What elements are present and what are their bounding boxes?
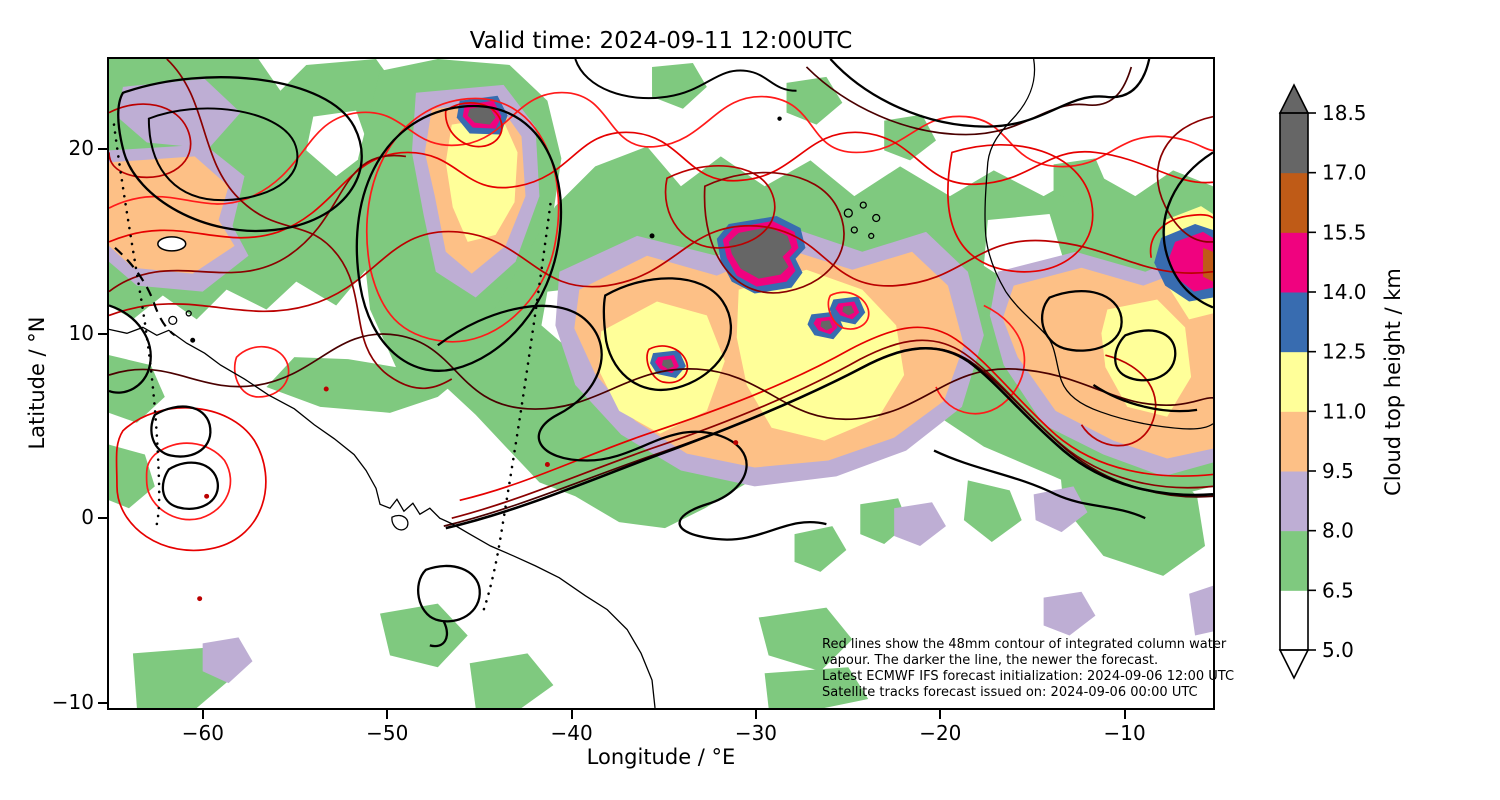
dashed-contour-segment xyxy=(114,247,176,337)
colorbar-extend-under-arrow xyxy=(1278,649,1310,680)
icwv-contours-red xyxy=(109,59,1213,552)
x-tick xyxy=(754,710,757,719)
plot-title: Valid time: 2024-09-11 12:00UTC xyxy=(469,28,853,54)
colorbar-tick-label: 15.5 xyxy=(1322,220,1367,244)
caption-line-1: Red lines show the 48mm contour of integ… xyxy=(822,637,1227,652)
colorbar-extend-over-arrow xyxy=(1278,83,1310,114)
colorbar-band-brown xyxy=(1280,172,1308,233)
colorbar-label: Cloud top height / km xyxy=(1381,268,1405,496)
cloud-map xyxy=(109,59,1213,708)
colorbar-tick-label: 14.0 xyxy=(1322,280,1367,304)
marajo-island xyxy=(391,514,409,531)
y-tick xyxy=(98,517,107,520)
x-tick xyxy=(1123,710,1126,719)
africa-coastline xyxy=(984,59,1213,430)
colorbar-band-green xyxy=(1280,530,1308,591)
caption-annotation: Red lines show the 48mm contour of integ… xyxy=(822,637,1234,700)
colorbar-tick-label: 12.5 xyxy=(1322,340,1367,364)
colorbar-band-magenta xyxy=(1280,232,1308,293)
x-tick-label: −40 xyxy=(550,721,593,745)
x-tick xyxy=(386,710,389,719)
colorbar-band-yellow xyxy=(1280,351,1308,412)
cloud-contours-black xyxy=(109,59,1213,648)
colorbar-tick-label: 17.0 xyxy=(1322,161,1367,185)
colorbar-tick-label: 9.5 xyxy=(1322,459,1354,483)
y-tick-label: −10 xyxy=(51,689,94,714)
x-tick-label: −10 xyxy=(1103,721,1146,745)
satellite-tracks xyxy=(112,123,552,617)
colorbar-bands xyxy=(1280,113,1308,651)
colorbar-band-blue xyxy=(1280,292,1308,353)
y-tick xyxy=(98,148,107,151)
caption-line-2: vapour. The darker the line, the newer t… xyxy=(822,652,1159,668)
colorbar-tick-label: 18.5 xyxy=(1322,101,1367,125)
x-tick-label: −20 xyxy=(919,721,962,745)
contour-speck-dots xyxy=(190,116,782,602)
colorbar-tick-label: 11.0 xyxy=(1322,399,1367,423)
colorbar-band-orange xyxy=(1280,411,1308,472)
caption-line-4: Satellite tracks forecast issued on: 202… xyxy=(822,684,1198,700)
colorbar: 18.5 17.0 15.5 14.0 12.5 11.0 9.5 8.0 6.5 5.0 Clo… xyxy=(1278,83,1405,680)
satellite-track-west xyxy=(112,123,161,526)
colorbar-tick-label: 6.5 xyxy=(1322,578,1354,602)
y-axis-label: Latitude / °N xyxy=(25,316,49,450)
south-america-coastline xyxy=(109,326,656,708)
coastlines xyxy=(109,59,1213,708)
colorbar-tick-label: 5.0 xyxy=(1322,638,1354,662)
x-tick-label: −30 xyxy=(734,721,778,745)
colorbar-band-grey xyxy=(1280,113,1308,174)
y-tick-label: 0 xyxy=(81,505,94,530)
cape-verde-islands xyxy=(843,201,881,240)
x-tick xyxy=(939,710,942,719)
x-tick-label: −60 xyxy=(181,721,224,745)
x-tick-label: −50 xyxy=(366,721,409,745)
colorbar-band-purple xyxy=(1280,471,1308,532)
cloud-fill-deep-cores xyxy=(157,95,1213,379)
caption-line-3: Latest ECMWF IFS forecast initialization… xyxy=(822,668,1235,684)
y-tick xyxy=(98,701,107,704)
map-plot-area: Red lines show the 48mm contour of integ… xyxy=(107,57,1234,710)
x-axis-label: Longitude / °E xyxy=(586,745,736,769)
colorbar-ticks: 18.5 17.0 15.5 14.0 12.5 11.0 9.5 8.0 6.5 5.0 xyxy=(1308,101,1367,662)
y-tick-label: 20 xyxy=(68,136,94,161)
x-tick xyxy=(570,710,573,719)
y-tick xyxy=(98,332,107,335)
colorbar-outline xyxy=(1279,112,1309,651)
y-tick-label: 10 xyxy=(68,320,94,345)
colorbar-tick-label: 8.0 xyxy=(1322,519,1354,543)
trinidad-island xyxy=(168,315,178,326)
colorbar-band-white xyxy=(1280,590,1308,651)
x-tick xyxy=(201,710,204,719)
